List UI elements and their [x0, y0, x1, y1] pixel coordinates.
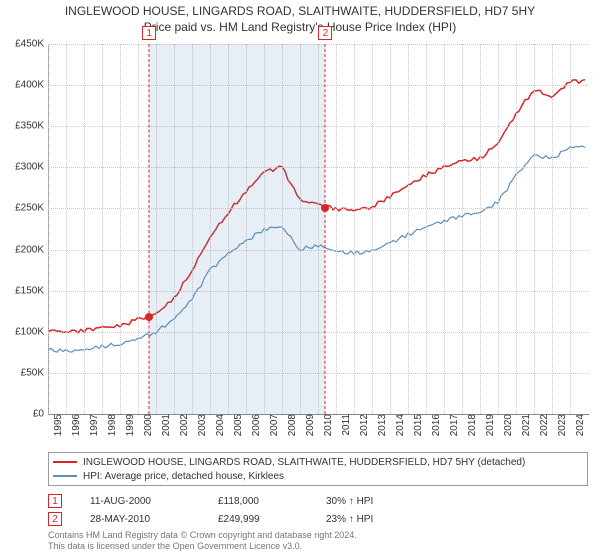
xtick-label: 2016	[429, 414, 442, 436]
gridline-v	[372, 44, 373, 414]
gridline-v	[66, 44, 67, 414]
ytick-label: £200K	[15, 244, 48, 255]
legend-label: HPI: Average price, detached house, Kirk…	[83, 471, 284, 482]
xtick-label: 1996	[69, 414, 82, 436]
legend-row: INGLEWOOD HOUSE, LINGARDS ROAD, SLAITHWA…	[53, 455, 583, 469]
sale-marker-line	[325, 44, 326, 414]
sale-row: 1 11-AUG-2000 £118,000 30% ↑ HPI	[48, 492, 588, 510]
xtick-label: 2000	[141, 414, 154, 436]
xtick-label: 2022	[537, 414, 550, 436]
gridline-v	[426, 44, 427, 414]
xtick-label: 2002	[177, 414, 190, 436]
xtick-label: 2001	[159, 414, 172, 436]
ytick-label: £50K	[21, 367, 48, 378]
xtick-label: 2023	[555, 414, 568, 436]
xtick-label: 2021	[519, 414, 532, 436]
gridline-v	[498, 44, 499, 414]
sale-dot	[321, 204, 329, 212]
gridline-v	[120, 44, 121, 414]
ytick-label: £250K	[15, 203, 48, 214]
xtick-label: 1999	[123, 414, 136, 436]
xtick-label: 2020	[501, 414, 514, 436]
sale-row: 2 28-MAY-2010 £249,999 23% ↑ HPI	[48, 510, 588, 528]
xtick-label: 2003	[195, 414, 208, 436]
gridline-v	[138, 44, 139, 414]
xtick-label: 2008	[285, 414, 298, 436]
footer-line-1: Contains HM Land Registry data © Crown c…	[48, 530, 588, 541]
gridline-v	[390, 44, 391, 414]
ytick-label: £300K	[15, 162, 48, 173]
xtick-label: 2004	[213, 414, 226, 436]
xtick-label: 2013	[375, 414, 388, 436]
sale-date: 28-MAY-2010	[90, 514, 190, 525]
gridline-v	[534, 44, 535, 414]
xtick-label: 2007	[267, 414, 280, 436]
gridline-v	[516, 44, 517, 414]
sale-delta: 23% ↑ HPI	[326, 514, 373, 525]
legend-row: HPI: Average price, detached house, Kirk…	[53, 469, 583, 483]
legend-swatch	[53, 475, 77, 477]
footer-attribution: Contains HM Land Registry data © Crown c…	[48, 530, 588, 552]
sale-price: £118,000	[218, 496, 298, 507]
gridline-v	[354, 44, 355, 414]
xtick-label: 2005	[231, 414, 244, 436]
xtick-label: 2014	[393, 414, 406, 436]
sale-badge: 1	[48, 494, 62, 508]
ytick-label: £100K	[15, 326, 48, 337]
sale-marker-line	[149, 44, 150, 414]
xtick-label: 2019	[483, 414, 496, 436]
sale-marker-badge: 1	[142, 26, 156, 40]
sale-price: £249,999	[218, 514, 298, 525]
gridline-v	[570, 44, 571, 414]
xtick-label: 2012	[357, 414, 370, 436]
sale-marker-badge: 2	[318, 26, 332, 40]
ytick-label: £450K	[15, 39, 48, 50]
gridline-v	[444, 44, 445, 414]
chart-subtitle: Price paid vs. HM Land Registry's House …	[0, 20, 600, 38]
gridline-v	[48, 44, 49, 414]
legend-swatch	[53, 461, 77, 463]
xtick-label: 1997	[87, 414, 100, 436]
xtick-label: 2006	[249, 414, 262, 436]
sale-dot	[145, 313, 153, 321]
legend: INGLEWOOD HOUSE, LINGARDS ROAD, SLAITHWA…	[48, 452, 588, 486]
xtick-label: 2009	[303, 414, 316, 436]
sale-badge: 2	[48, 512, 62, 526]
chart-area: £0£50K£100K£150K£200K£250K£300K£350K£400…	[48, 44, 588, 414]
gridline-v	[336, 44, 337, 414]
ytick-label: £350K	[15, 121, 48, 132]
legend-label: INGLEWOOD HOUSE, LINGARDS ROAD, SLAITHWA…	[83, 457, 525, 468]
gridline-v	[480, 44, 481, 414]
sale-date: 11-AUG-2000	[90, 496, 190, 507]
xtick-label: 2015	[411, 414, 424, 436]
ytick-label: £150K	[15, 285, 48, 296]
gridline-v	[462, 44, 463, 414]
footer-line-2: This data is licensed under the Open Gov…	[48, 541, 588, 552]
xtick-label: 2024	[573, 414, 586, 436]
gridline-v	[84, 44, 85, 414]
sale-delta: 30% ↑ HPI	[326, 496, 373, 507]
ytick-label: £0	[33, 409, 48, 420]
xtick-label: 1995	[51, 414, 64, 436]
xtick-label: 2018	[465, 414, 478, 436]
xtick-label: 2010	[321, 414, 334, 436]
xtick-label: 2017	[447, 414, 460, 436]
gridline-v	[102, 44, 103, 414]
chart-title: INGLEWOOD HOUSE, LINGARDS ROAD, SLAITHWA…	[0, 0, 600, 20]
shade-between-sales	[149, 44, 325, 414]
ytick-label: £400K	[15, 80, 48, 91]
gridline-v	[408, 44, 409, 414]
sales-table: 1 11-AUG-2000 £118,000 30% ↑ HPI 2 28-MAY-201…	[48, 492, 588, 528]
xtick-label: 1998	[105, 414, 118, 436]
gridline-v	[552, 44, 553, 414]
xtick-label: 2011	[339, 414, 352, 436]
